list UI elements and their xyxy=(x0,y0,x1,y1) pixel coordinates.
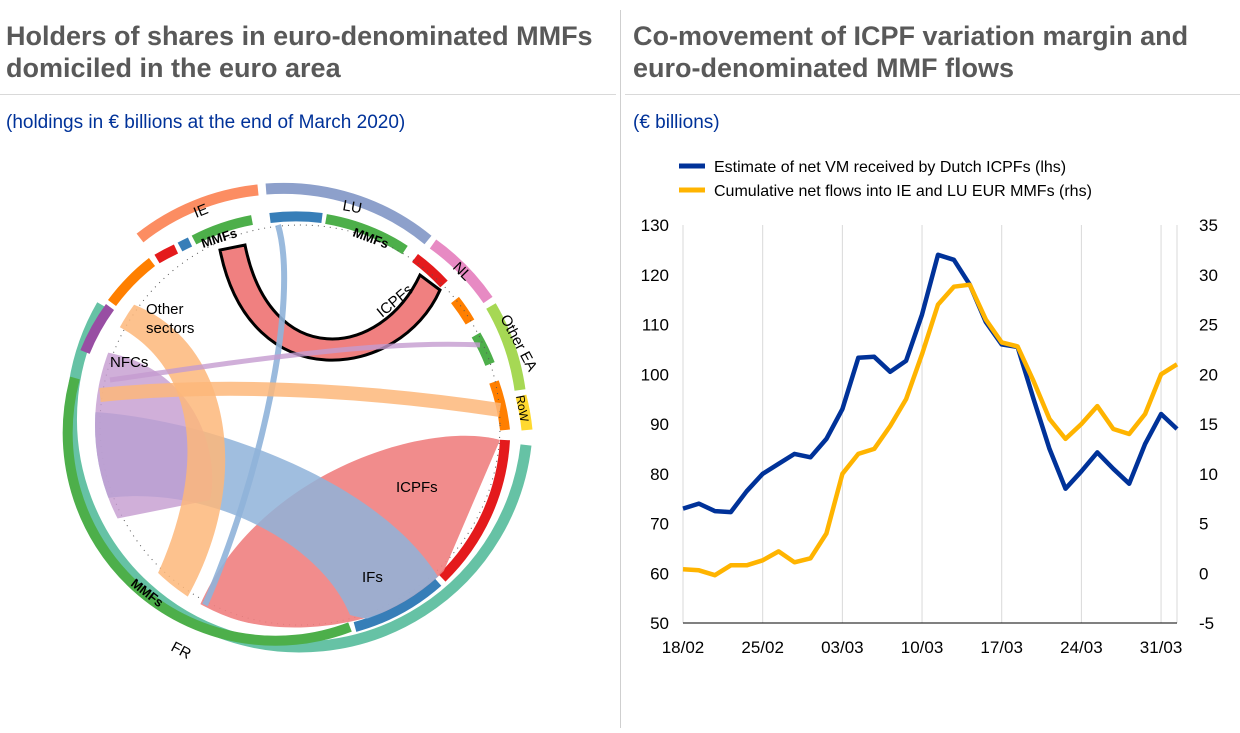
y-right-tick-label: -5 xyxy=(1199,614,1214,633)
series-line-1 xyxy=(682,252,1179,515)
left-subtitle: (holdings in € billions at the end of Ma… xyxy=(6,112,406,133)
ring-nl xyxy=(429,239,493,304)
x-tick-label: 10/03 xyxy=(901,638,944,657)
y-right-tick-label: 5 xyxy=(1199,515,1208,534)
arc-icpfs-ie xyxy=(154,244,179,264)
x-tick-label: 18/02 xyxy=(662,638,705,657)
label-fr: FR xyxy=(168,639,194,663)
y-left-tick-label: 110 xyxy=(642,316,669,335)
label-lu: LU xyxy=(341,197,363,217)
arc-row-orange xyxy=(489,380,510,431)
left-chart-title: Holders of shares in euro-denominated MM… xyxy=(6,20,606,84)
right-title-rule xyxy=(625,94,1240,95)
right-title-line-1: Co-movement of ICPF variation margin and xyxy=(633,21,1189,51)
y-right-tick-label: 20 xyxy=(1199,365,1218,384)
tick-ring xyxy=(99,224,501,626)
left-title-line-1: Holders of shares in euro-denominated MM… xyxy=(6,21,593,51)
ring-lu xyxy=(265,182,432,245)
label-ie: IE xyxy=(191,201,211,222)
legend-label-1: Estimate of net VM received by Dutch ICP… xyxy=(714,159,1066,176)
chord-other-sectors-mmfs xyxy=(105,300,226,610)
arc-ifs-ie xyxy=(177,237,193,252)
legend: Estimate of net VM received by Dutch ICP… xyxy=(679,159,1092,200)
panel-divider xyxy=(620,10,621,728)
y-axis-right-labels: -5 0 5 10 15 20 25 30 35 xyxy=(1199,216,1218,633)
y-left-tick-label: 60 xyxy=(650,564,669,583)
arc-mmfs-ie xyxy=(191,215,253,245)
y-axis-left-labels: 50 60 70 80 90 100 110 120 130 xyxy=(641,216,669,633)
label-other-sectors-2: sectors xyxy=(146,320,194,337)
x-tick-label: 25/02 xyxy=(741,638,784,657)
chord-diagram: IE LU NL Other EA RoW FR MMFs MMFs MMFs … xyxy=(62,182,540,663)
x-tick-label: 03/03 xyxy=(821,638,864,657)
ring-ie xyxy=(136,184,259,243)
y-left-tick-label: 50 xyxy=(650,614,669,633)
y-left-tick-label: 80 xyxy=(650,465,669,484)
y-left-tick-label: 70 xyxy=(650,515,669,534)
x-tick-label: 31/03 xyxy=(1140,638,1183,657)
y-right-tick-label: 15 xyxy=(1199,415,1218,434)
y-left-tick-label: 120 xyxy=(641,266,669,285)
right-title-line-2: euro-denominated MMF flows xyxy=(633,53,1014,83)
label-icpfs-right: ICPFs xyxy=(396,479,438,496)
y-left-tick-label: 90 xyxy=(650,415,669,434)
chords xyxy=(95,224,502,628)
left-title-line-2: domiciled in the euro area xyxy=(6,53,341,83)
y-right-tick-label: 0 xyxy=(1199,564,1208,583)
arc-nfcs xyxy=(80,304,115,354)
y-left-tick-label: 130 xyxy=(641,216,669,235)
y-right-tick-label: 30 xyxy=(1199,266,1218,285)
left-title-rule xyxy=(0,94,616,95)
right-panel: Co-movement of ICPF variation margin and… xyxy=(621,0,1240,733)
arc-mmfs-lu xyxy=(325,214,408,255)
arc-other-ea-1 xyxy=(451,296,475,325)
label-nfcs: NFCs xyxy=(110,354,148,371)
label-mmfs-fr: MMFs xyxy=(128,576,166,611)
arc-ifs-lu xyxy=(269,211,323,223)
y-right-tick-label: 10 xyxy=(1199,465,1218,484)
legend-label-2: Cumulative net flows into IE and LU EUR … xyxy=(714,183,1092,200)
ring-row xyxy=(515,394,533,431)
y-right-tick-label: 35 xyxy=(1199,216,1218,235)
arc-icpfs-fr xyxy=(438,439,510,582)
arc-other-ea-2 xyxy=(471,332,495,366)
arc-icpfs-nl xyxy=(411,253,448,288)
arc-ifs-fr xyxy=(353,578,442,632)
x-axis-labels: 18/02 25/02 03/03 10/03 17/03 24/03 31/03 xyxy=(662,638,1183,657)
left-panel: Holders of shares in euro-denominated MM… xyxy=(0,20,616,663)
label-other-sectors-1: Other xyxy=(146,301,184,318)
arc-mmfs-fr xyxy=(62,376,352,646)
sector-ring xyxy=(62,211,510,646)
label-row: RoW xyxy=(513,394,532,423)
series-line-2 xyxy=(682,282,1179,578)
chord-row xyxy=(99,381,502,417)
chord-ifs-lu xyxy=(202,224,288,607)
y-left-tick-label: 100 xyxy=(641,365,669,384)
series-lines xyxy=(682,252,1179,578)
y-right-tick-label: 25 xyxy=(1199,316,1218,335)
label-ifs: IFs xyxy=(362,569,383,586)
arc-other-sectors xyxy=(107,258,156,307)
x-tick-label: 17/03 xyxy=(980,638,1023,657)
x-tick-label: 24/03 xyxy=(1060,638,1103,657)
ring-other-ea xyxy=(486,303,526,391)
chord-other-ea xyxy=(109,341,481,383)
right-chart-title: Co-movement of ICPF variation margin and… xyxy=(633,20,1233,84)
right-subtitle: (€ billions) xyxy=(633,112,720,133)
